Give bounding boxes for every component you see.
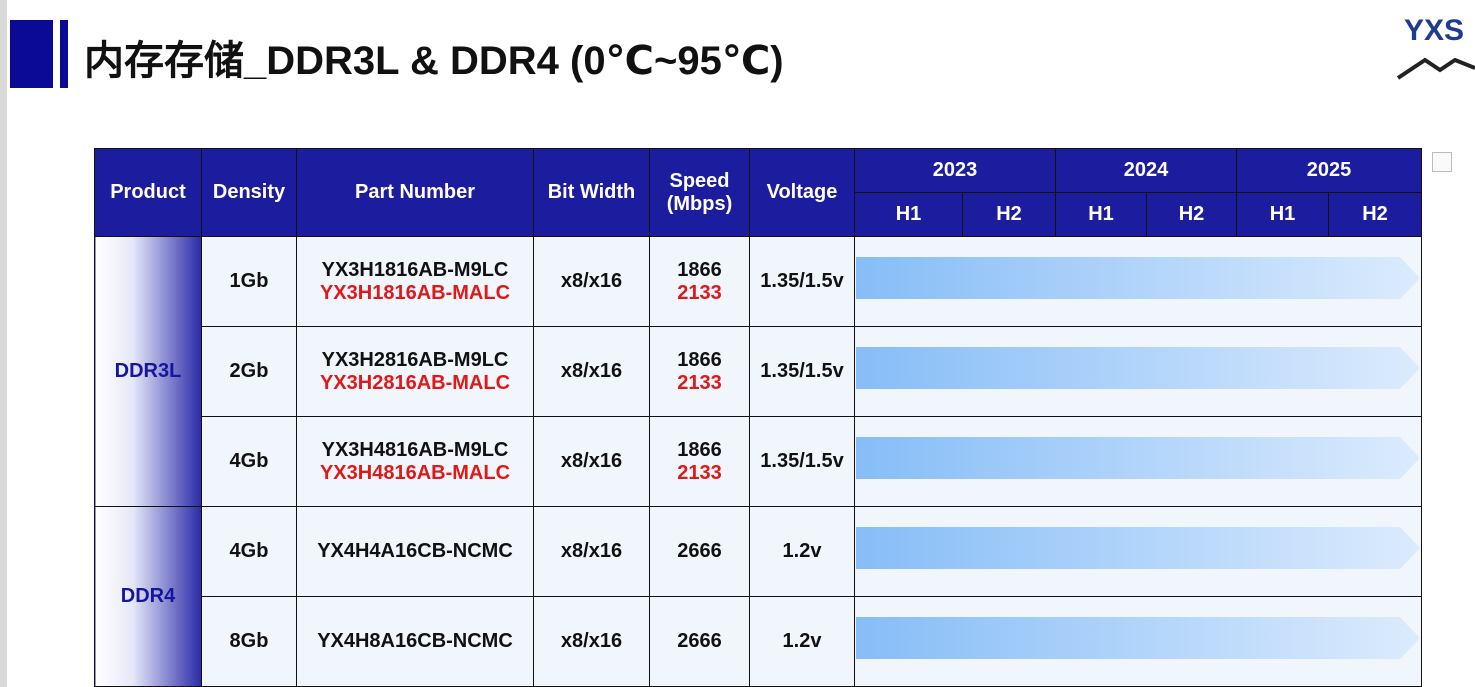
voltage-cell: 1.2v (749, 596, 855, 687)
bit-width-cell: x8/x16 (533, 326, 650, 417)
speed: 1866 (677, 348, 722, 371)
speed-cell: 1866 2133 (649, 326, 750, 417)
column-header: Speed (Mbps) (649, 148, 750, 237)
speed-cell: 2666 (649, 596, 750, 687)
viewer-icon[interactable] (1432, 152, 1452, 172)
part-number-cell: YX3H2816AB-M9LC YX3H2816AB-MALC (296, 326, 534, 417)
density-cell: 1Gb (201, 236, 297, 327)
column-header: Density (201, 148, 297, 237)
product-row: 8Gb YX4H8A16CB-NCMC x8/x16 2666 1.2v (95, 596, 1422, 687)
part-number-cell: YX4H8A16CB-NCMC (296, 596, 534, 687)
slide-title: 内存存储_DDR3L & DDR4 (0℃~95℃) (84, 39, 784, 83)
speed-cell: 1866 2133 (649, 416, 750, 507)
speed: 2666 (677, 630, 722, 652)
bit-width-cell: x8/x16 (533, 596, 650, 687)
density-cell: 4Gb (201, 416, 297, 507)
density-cell: 4Gb (201, 506, 297, 597)
voltage-cell: 1.35/1.5v (749, 236, 855, 327)
product-table: Product Density Part Number Bit Width Speed … (94, 148, 1422, 687)
voltage-cell: 1.35/1.5v (749, 416, 855, 507)
column-header: Voltage (749, 148, 855, 237)
half-header: H2 (1146, 192, 1237, 237)
part-number-cell: YX3H4816AB-M9LC YX3H4816AB-MALC (296, 416, 534, 507)
part-number-cell: YX3H1816AB-M9LC YX3H1816AB-MALC (296, 236, 534, 327)
speed-cell: 2666 (649, 506, 750, 597)
timeline-cell (854, 416, 1422, 507)
bit-width-cell: x8/x16 (533, 506, 650, 597)
availability-arrow (856, 257, 1420, 299)
column-header: Product (94, 148, 202, 237)
logo: YXS (1395, 10, 1475, 85)
product-row: 4Gb YX3H4816AB-M9LC YX3H4816AB-MALC x8/x16 1… (95, 416, 1422, 507)
part-number: YX3H1816AB-M9LC (321, 258, 509, 281)
logo-text: YXS (1404, 14, 1465, 47)
product-row: 2Gb YX3H2816AB-M9LC YX3H2816AB-MALC x8/x16 1… (95, 326, 1422, 417)
voltage-cell: 1.2v (749, 506, 855, 597)
column-header: Bit Width (533, 148, 650, 237)
availability-arrow (856, 347, 1420, 389)
bit-width-cell: x8/x16 (533, 416, 650, 507)
speed: 1866 (677, 258, 722, 281)
density-cell: 8Gb (201, 596, 297, 687)
half-header: H1 (854, 192, 963, 237)
half-header: H1 (1055, 192, 1147, 237)
year-header: 2025 (1236, 148, 1422, 193)
part-number: YX3H4816AB-MALC (319, 461, 511, 484)
product-cell: DDR3L (94, 236, 202, 507)
bit-width-cell: x8/x16 (533, 236, 650, 327)
half-header: H2 (1328, 192, 1422, 237)
density-cell: 2Gb (201, 326, 297, 417)
part-number: YX3H1816AB-MALC (319, 281, 511, 304)
speed: 2133 (677, 281, 722, 304)
title-bar (10, 20, 53, 88)
title-bar-thin (60, 20, 68, 88)
voltage-cell: 1.35/1.5v (749, 326, 855, 417)
speed: 2133 (677, 461, 722, 484)
year-header: 2023 (854, 148, 1056, 193)
speed: 1866 (677, 438, 722, 461)
part-number: YX3H2816AB-MALC (319, 371, 511, 394)
year-header: 2024 (1055, 148, 1237, 193)
part-number: YX4H4A16CB-NCMC (317, 540, 513, 562)
timeline-cell (854, 326, 1422, 417)
timeline-cell (854, 596, 1422, 687)
part-number: YX4H8A16CB-NCMC (317, 630, 513, 652)
part-number: YX3H4816AB-M9LC (321, 438, 509, 461)
part-number-cell: YX4H4A16CB-NCMC (296, 506, 534, 597)
product-cell: DDR4 (94, 506, 202, 687)
viewer-edge (0, 0, 7, 687)
timeline-cell (854, 506, 1422, 597)
half-header: H2 (962, 192, 1056, 237)
header-row: Product Density Part Number Bit Width Speed … (94, 148, 1422, 237)
availability-arrow (856, 527, 1420, 569)
speed: 2666 (677, 540, 722, 562)
speed-cell: 1866 2133 (649, 236, 750, 327)
availability-arrow (856, 437, 1420, 479)
logo-mark (1396, 57, 1475, 80)
product-row: DDR3L 1Gb YX3H1816AB-M9LC YX3H1816AB-MALC x8… (94, 236, 1422, 507)
half-header: H1 (1236, 192, 1329, 237)
speed: 2133 (677, 371, 722, 394)
part-number: YX3H2816AB-M9LC (321, 348, 509, 371)
column-header: Part Number (296, 148, 534, 237)
product-row: DDR4 4Gb YX4H4A16CB-NCMC x8/x16 2666 1.2v (94, 506, 1422, 687)
timeline-cell (854, 236, 1422, 327)
availability-arrow (856, 617, 1420, 659)
